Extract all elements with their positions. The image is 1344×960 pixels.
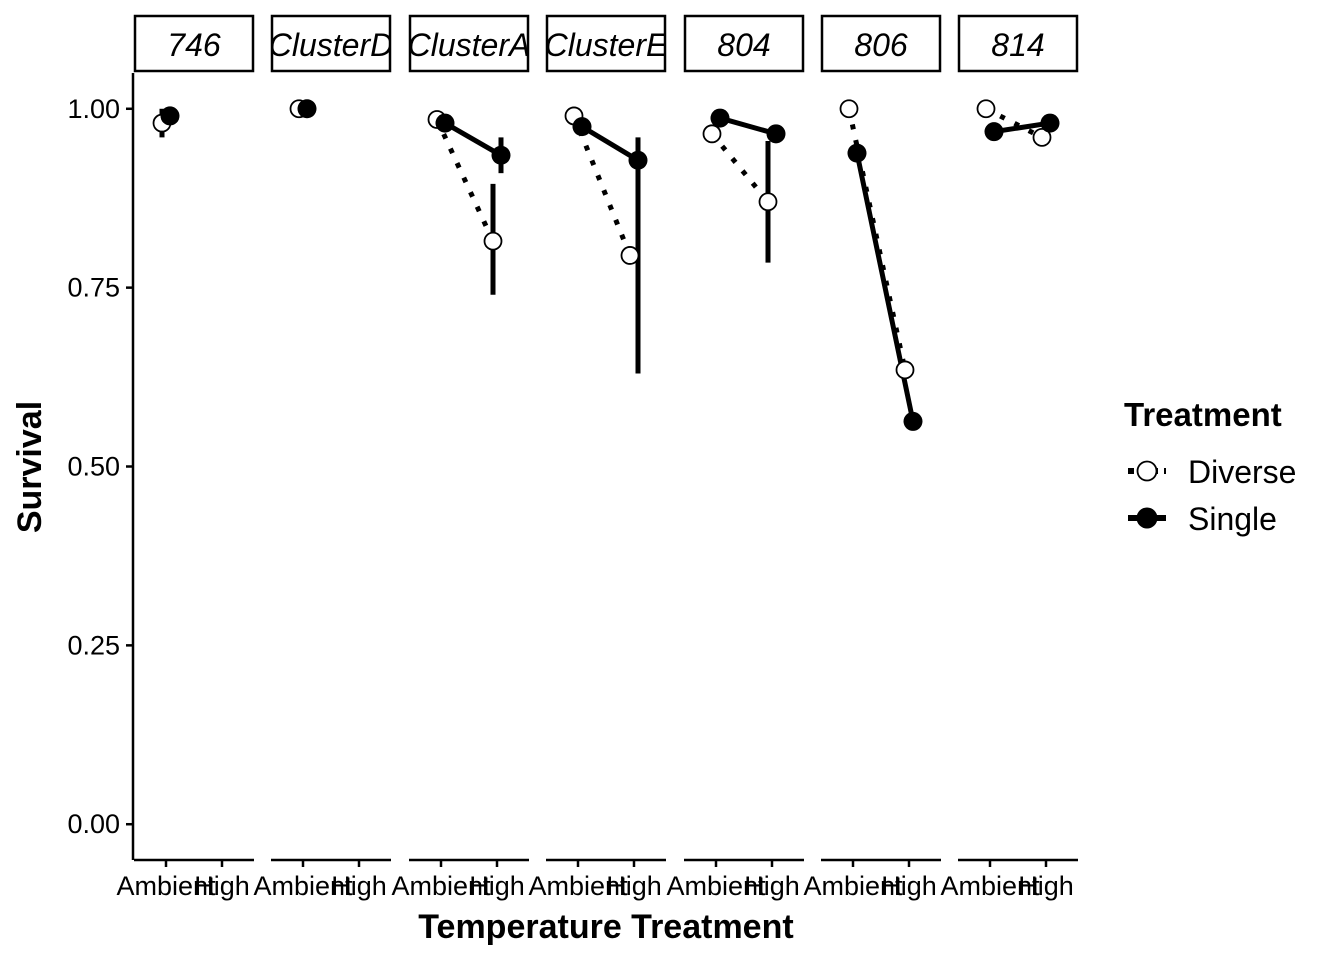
single-point (766, 124, 786, 144)
single-series-line (854, 152, 916, 422)
single-point (435, 113, 455, 133)
x-tick-label: Ambient (116, 871, 216, 901)
facet-strip-label: 746 (167, 27, 221, 63)
facet-strip-label: ClusterA (408, 27, 531, 63)
y-tick-label: 0.25 (67, 630, 120, 660)
y-axis: 0.00 0.25 0.50 0.75 1.00 (67, 73, 135, 860)
diverse-point (976, 99, 996, 119)
x-tick-label: High (194, 871, 250, 901)
single-point (847, 143, 867, 163)
legend: Treatment Diverse Single (1124, 396, 1296, 537)
x-tick-label: High (331, 871, 387, 901)
diverse-series-line (434, 118, 496, 243)
facet-strip-label: 804 (717, 27, 770, 63)
diverse-point (839, 99, 859, 119)
x-axis-title: Temperature Treatment (418, 908, 793, 946)
x-tick-label: High (881, 871, 937, 901)
y-tick-label: 0.75 (67, 273, 120, 303)
legend-item-diverse: Diverse (1128, 454, 1296, 490)
diverse-point (702, 124, 722, 144)
single-series-line (719, 115, 777, 137)
facet-strip (957, 14, 1079, 73)
facet-strip (683, 14, 805, 73)
y-tick-label: 1.00 (67, 94, 120, 124)
single-point (572, 117, 592, 137)
diverse-point (1032, 127, 1052, 147)
facet-strip (545, 14, 667, 73)
single-series-line (580, 124, 640, 163)
x-tick-label: Ambient (253, 871, 353, 901)
single-point (903, 411, 923, 431)
diverse-series-line (984, 106, 1044, 140)
facet-strip (408, 14, 530, 73)
facet-strip-label: ClusterD (269, 27, 393, 63)
single-point (710, 108, 730, 128)
x-tick-label: Ambient (528, 871, 628, 901)
x-tick-label: Ambient (666, 871, 766, 901)
y-axis-title: Survival (11, 401, 49, 533)
y-tick-label: 0.50 (67, 452, 120, 482)
legend-label: Single (1188, 501, 1277, 537)
diverse-point (758, 192, 778, 212)
single-point (628, 150, 648, 170)
single-point (160, 106, 180, 126)
x-tick-label: Ambient (391, 871, 491, 901)
diverse-point (483, 231, 503, 251)
legend-key-open-circle (1136, 460, 1158, 482)
facet-strip (270, 14, 392, 73)
legend-key-filled-circle (1136, 507, 1158, 529)
x-tick-label: High (1018, 871, 1074, 901)
single-point (984, 122, 1004, 142)
x-tick-label: High (606, 871, 662, 901)
x-tick-label: High (744, 871, 800, 901)
legend-item-single: Single (1128, 501, 1277, 537)
x-tick-label: High (469, 871, 525, 901)
facet-strip-label: ClusterE (545, 27, 668, 63)
single-point (1040, 113, 1060, 133)
y-tick-label: 0.00 (67, 809, 120, 839)
facet-panels: 746AmbientHighClusterDAmbientHighCluster… (116, 14, 1079, 901)
diverse-series-line (710, 132, 770, 204)
diverse-point (895, 360, 915, 380)
single-point (491, 145, 511, 165)
single-point (297, 99, 317, 119)
x-tick-label: Ambient (803, 871, 903, 901)
facet-strip-label: 806 (854, 27, 908, 63)
legend-label: Diverse (1188, 454, 1296, 490)
x-tick-label: Ambient (940, 871, 1040, 901)
legend-title: Treatment (1124, 396, 1282, 433)
diverse-point (620, 246, 640, 265)
facet-strip (133, 14, 255, 73)
facet-strip-label: 814 (991, 27, 1044, 63)
facet-strip (820, 14, 942, 73)
single-series-line (443, 120, 503, 158)
